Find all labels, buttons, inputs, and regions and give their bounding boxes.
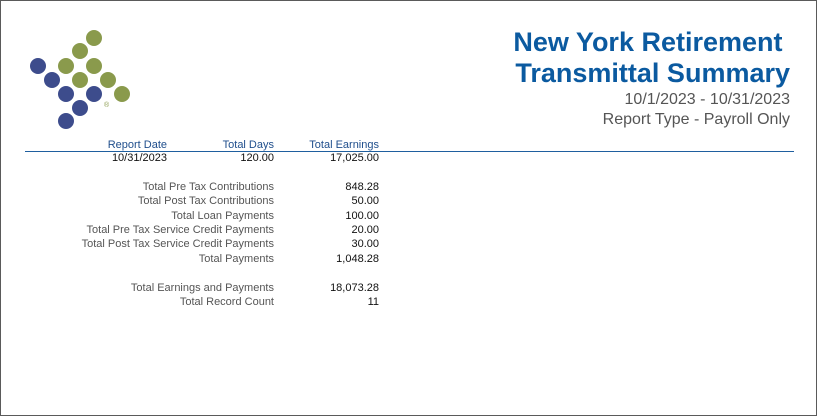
report-type: Report Type - Payroll Only [602,111,790,128]
value-total-days: 120.00 [240,152,274,164]
label-pre-tax-contributions: Total Pre Tax Contributions [142,181,274,193]
label-total-record-count: Total Record Count [179,296,274,308]
dotted-diamond-logo-icon: ® [30,30,130,129]
label-loan-payments: Total Loan Payments [171,210,274,222]
label-post-tax-contributions: Total Post Tax Contributions [137,195,274,207]
value-post-tax-contributions: 50.00 [351,195,379,207]
value-total-earnings: 17,025.00 [330,152,379,164]
value-total-record-count: 11 [367,296,379,308]
value-post-tax-service-credit: 30.00 [351,238,379,250]
value-pre-tax-contributions: 848.28 [345,181,379,193]
value-pre-tax-service-credit: 20.00 [351,224,379,236]
header-total-earnings: Total Earnings [309,139,379,151]
label-post-tax-service-credit: Total Post Tax Service Credit Payments [81,238,274,250]
value-report-date: 10/31/2023 [111,152,167,164]
header-total-days: Total Days [222,139,274,151]
label-total-payments: Total Payments [198,253,274,265]
value-loan-payments: 100.00 [345,210,379,222]
header-report-date: Report Date [107,139,167,151]
header-divider [25,151,794,152]
logo-dots [30,30,130,129]
value-total-earnings-and-payments: 18,073.28 [330,282,379,294]
value-total-payments: 1,048.28 [336,253,379,265]
label-total-earnings-and-payments: Total Earnings and Payments [130,282,274,294]
report-date-range: 10/1/2023 - 10/31/2023 [624,91,790,108]
label-pre-tax-service-credit: Total Pre Tax Service Credit Payments [86,224,274,236]
report-title: New York Retirement Transmittal Summary [513,27,790,88]
registered-mark: ® [104,101,110,109]
